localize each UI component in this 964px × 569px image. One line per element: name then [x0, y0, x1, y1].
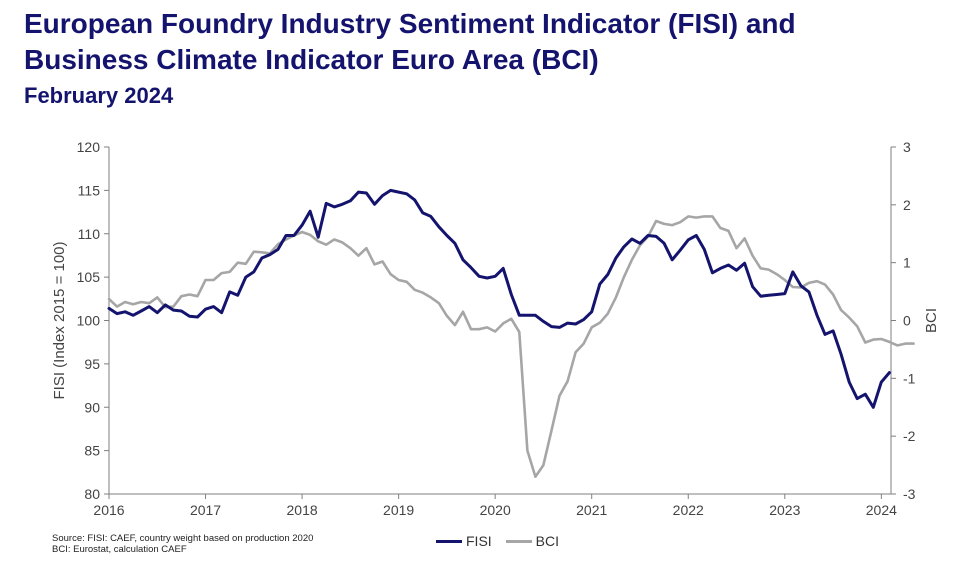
x-axis-tick-label: 2018 [287, 502, 318, 518]
chart-title-line1: European Foundry Industry Sentiment Indi… [24, 8, 796, 39]
source-line-1: Source: FISI: CAEF, country weight based… [52, 533, 314, 544]
left-axis-tick-label: 110 [78, 226, 101, 242]
legend-swatch-bci [505, 539, 532, 543]
left-axis-tick-label: 120 [77, 139, 101, 155]
x-axis-tick-label: 2022 [673, 502, 704, 518]
source-line-2: BCI: Eurostat, calculation CAEF [52, 544, 187, 555]
x-axis-tick-label: 2020 [480, 502, 511, 518]
left-axis-tick-label: 90 [84, 399, 100, 415]
x-axis-tick-label: 2023 [769, 502, 800, 518]
left-axis-tick-label: 105 [77, 269, 101, 285]
left-axis-tick-label: 100 [77, 313, 101, 329]
right-axis-tick-label: 1 [903, 255, 911, 271]
x-axis-tick-label: 2017 [190, 502, 221, 518]
left-axis-tick-label: 115 [78, 182, 101, 198]
chart-title: European Foundry Industry Sentiment Indi… [24, 6, 796, 78]
x-axis-tick-label: 2021 [576, 502, 607, 518]
left-axis-tick-label: 85 [84, 443, 100, 459]
right-axis-tick-label: -2 [903, 428, 916, 444]
x-axis-tick-label: 2016 [93, 502, 124, 518]
legend-label-fisi: FISI [466, 533, 492, 549]
left-axis-tick-label: 95 [84, 356, 100, 372]
series-line-bci [107, 215, 915, 479]
right-axis-label: BCI [923, 308, 940, 333]
right-axis-tick-label: 3 [903, 139, 911, 155]
source-note: Source: FISI: CAEF, country weight based… [52, 533, 313, 555]
x-axis-tick-label: 2024 [866, 502, 897, 518]
left-axis-tick-label: 80 [84, 486, 100, 502]
left-axis-label: FISI (Index 2015 = 100) [51, 241, 68, 399]
right-axis-tick-label: 2 [903, 197, 911, 213]
right-axis-tick-label: 0 [903, 313, 911, 329]
legend-item-fisi: FISI [436, 533, 492, 549]
right-axis-tick-label: -3 [903, 486, 916, 502]
legend-label-bci: BCI [535, 533, 560, 549]
x-axis-tick-label: 2019 [383, 502, 414, 518]
right-axis-tick-label: -1 [903, 370, 916, 386]
series-line-fisi [107, 188, 891, 409]
legend-item-bci: BCI [505, 533, 560, 549]
chart-subtitle: February 2024 [24, 83, 174, 108]
chart-legend: FISI BCI [436, 533, 573, 549]
legend-swatch-fisi [436, 539, 462, 543]
chart-title-line2: Business Climate Indicator Euro Area (BC… [24, 44, 599, 75]
